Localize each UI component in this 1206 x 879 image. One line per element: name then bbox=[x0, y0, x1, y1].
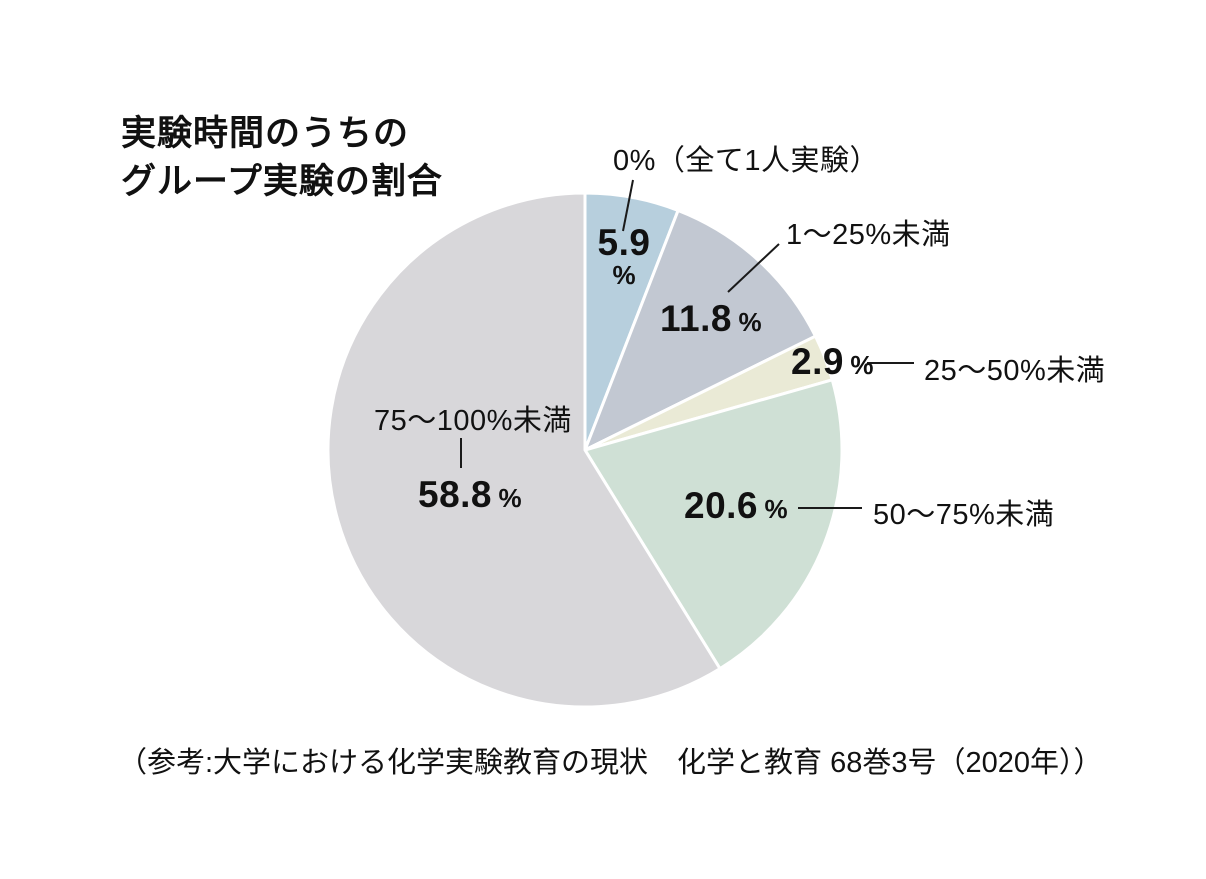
source-note: （参考:大学における化学実験教育の現状 化学と教育 68巻3号（2020年）） bbox=[118, 747, 1103, 779]
leader-line-slice-0 bbox=[622, 179, 634, 232]
value-number-4: 58.8 bbox=[418, 474, 493, 515]
category-label-1: 1～25%未満 bbox=[786, 219, 951, 251]
leader-line-slice-1 bbox=[727, 243, 780, 293]
value-number-1: 11.8 bbox=[660, 298, 732, 339]
pie-slice-4 bbox=[326, 191, 722, 709]
category-label-4: 75～100%未満 bbox=[374, 405, 572, 437]
value-percent-sign-4: % bbox=[498, 483, 522, 513]
category-label-2: 25～50%未満 bbox=[924, 355, 1106, 387]
value-label-4: 58.8 % bbox=[418, 474, 522, 516]
value-number-2: 2.9 bbox=[791, 341, 844, 382]
pie-slice-1 bbox=[583, 208, 817, 452]
leader-lines bbox=[460, 179, 914, 509]
value-number-0: 5.9 bbox=[597, 222, 651, 263]
chart-title-line1: 実験時間のうちの bbox=[121, 114, 410, 153]
value-number-3: 20.6 bbox=[684, 485, 759, 526]
value-label-1: 11.8 % bbox=[660, 298, 762, 340]
value-label-2: 2.9 % bbox=[791, 341, 874, 383]
value-percent-sign-2: % bbox=[850, 350, 874, 380]
category-label-3: 50～75%未満 bbox=[873, 499, 1055, 531]
pie-slice-3 bbox=[583, 378, 844, 671]
pie-slices bbox=[326, 191, 844, 709]
chart-title-line2: グループ実験の割合 bbox=[121, 162, 443, 201]
value-percent-sign-3: % bbox=[764, 494, 788, 524]
chart-title: 実験時間のうちの グループ実験の割合 bbox=[121, 110, 443, 206]
value-percent-sign-1: % bbox=[738, 307, 762, 337]
category-label-0: 0%（全て1人実験） bbox=[613, 145, 880, 177]
value-label-0: 5.9 % bbox=[586, 222, 662, 291]
value-percent-sign-0: % bbox=[612, 260, 636, 290]
value-label-3: 20.6 % bbox=[684, 485, 788, 527]
